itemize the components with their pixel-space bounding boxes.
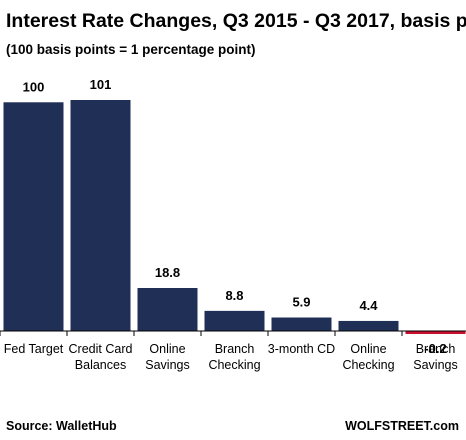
data-label-3: 8.8 xyxy=(225,288,243,303)
bar-5 xyxy=(338,320,399,331)
data-label-2: 18.8 xyxy=(155,265,180,280)
bar-2 xyxy=(137,288,198,331)
bar-3 xyxy=(204,310,265,331)
x-tick-label-2: Online Savings xyxy=(145,342,189,372)
x-tick-label-1: Credit Card Balances xyxy=(69,342,133,372)
chart-subtitle: (100 basis points = 1 percentage point) xyxy=(6,42,255,57)
chart-title: Interest Rate Changes, Q3 2015 - Q3 2017… xyxy=(6,10,466,32)
bars-group xyxy=(3,100,466,334)
x-labels-group: Fed Target Credit Card Balances Online Savin… xyxy=(4,342,458,372)
x-tick-label-4: 3-month CD xyxy=(268,342,335,356)
x-tick-label-3: Branch Checking xyxy=(208,342,260,372)
bar-0 xyxy=(3,102,64,331)
data-label-6: -0.2 xyxy=(424,341,446,356)
bar-1 xyxy=(70,100,131,331)
x-tick-label-0: Fed Target xyxy=(4,342,64,356)
x-tick-label-5: Online Checking xyxy=(342,342,394,372)
data-labels-group: 100 101 18.8 8.8 5.9 4.4 -0.2 xyxy=(23,77,447,356)
data-label-0: 100 xyxy=(23,79,45,94)
brand-label: WOLFSTREET.com xyxy=(345,419,459,433)
data-label-1: 101 xyxy=(90,77,112,92)
data-label-5: 4.4 xyxy=(359,298,378,313)
source-note: Source: WalletHub xyxy=(6,419,117,433)
data-label-4: 5.9 xyxy=(292,295,310,310)
x-ticks-group xyxy=(0,331,403,336)
x-tick-label-6: Branch Savings xyxy=(413,342,457,372)
bar-6 xyxy=(405,331,466,334)
bar-4 xyxy=(271,317,332,331)
